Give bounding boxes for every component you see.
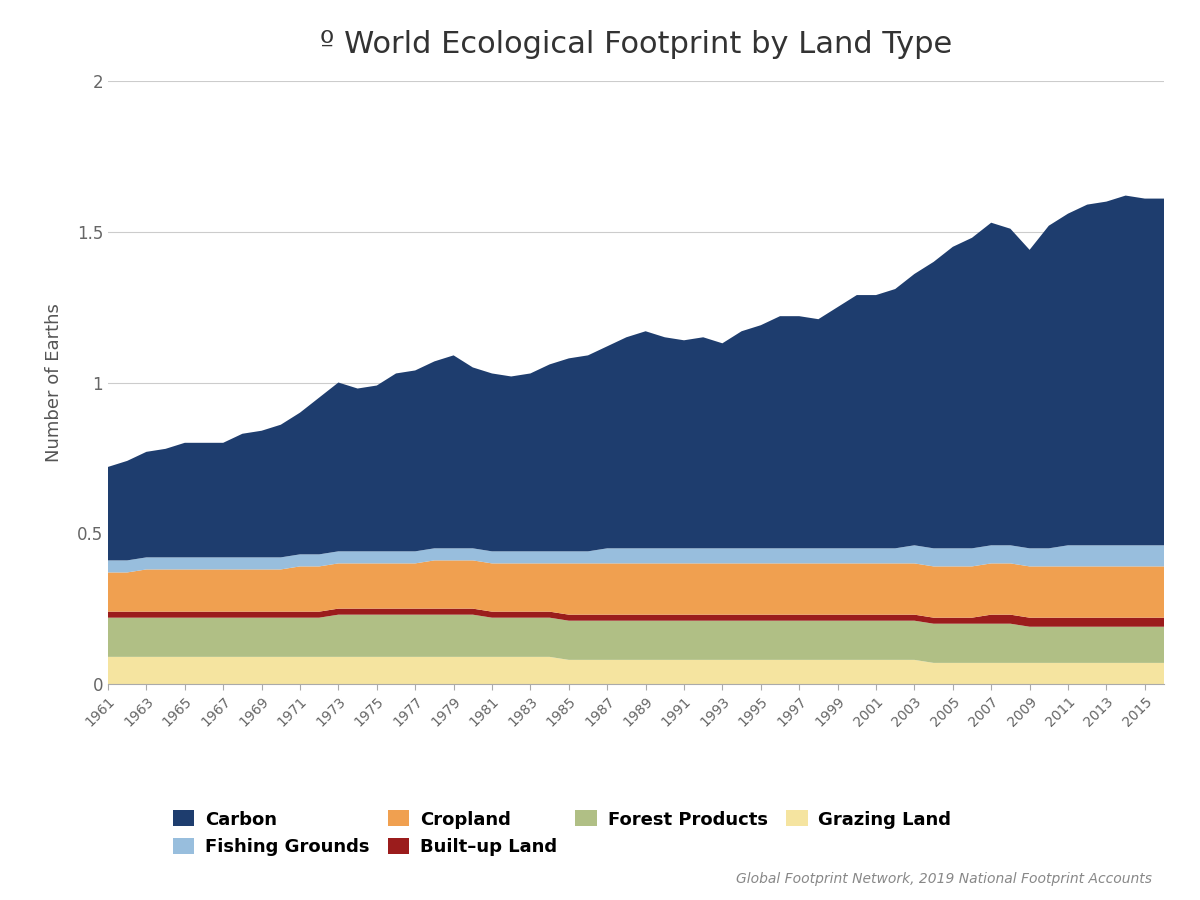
Text: Global Footprint Network, 2019 National Footprint Accounts: Global Footprint Network, 2019 National …: [736, 872, 1152, 886]
Title: º World Ecological Footprint by Land Type: º World Ecological Footprint by Land Typ…: [320, 31, 952, 59]
Legend: Carbon, Fishing Grounds, Cropland, Built–up Land, Forest Products, Grazing Land: Carbon, Fishing Grounds, Cropland, Built…: [173, 810, 952, 856]
Y-axis label: Number of Earths: Number of Earths: [44, 303, 62, 462]
